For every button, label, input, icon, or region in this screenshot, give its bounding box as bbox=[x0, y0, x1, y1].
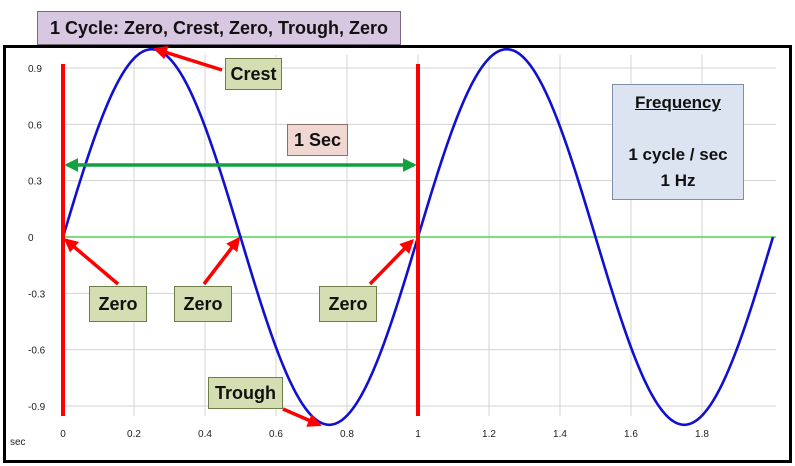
cycle-boundary-lines bbox=[61, 64, 420, 416]
y-tick-label-3: 0 bbox=[28, 233, 34, 244]
frequency-cycles-per-sec: 1 cycle / sec bbox=[628, 145, 728, 164]
trough-arrow bbox=[282, 407, 322, 427]
x-tick-label-5: 1 bbox=[415, 429, 421, 440]
y-tick-label-0: 0.9 bbox=[28, 64, 42, 75]
x-axis-label: sec bbox=[10, 437, 26, 448]
y-tick-label-5: -0.6 bbox=[28, 346, 46, 357]
y-axis-ticks: 0.9 0.6 0.3 0 -0.3 -0.6 -0.9 bbox=[28, 64, 46, 413]
x-tick-label-3: 0.6 bbox=[269, 429, 283, 440]
x-tick-label-0: 0 bbox=[60, 429, 66, 440]
frequency-title: Frequency bbox=[635, 93, 721, 112]
zero-label-3: Zero bbox=[319, 286, 377, 322]
y-tick-label-1: 0.6 bbox=[28, 120, 42, 131]
x-tick-label-2: 0.4 bbox=[198, 429, 212, 440]
x-tick-label-4: 0.8 bbox=[340, 429, 354, 440]
y-tick-label-4: -0.3 bbox=[28, 289, 46, 300]
zero-label-2: Zero bbox=[174, 286, 232, 322]
annotation-arrows bbox=[63, 45, 417, 427]
y-tick-label-2: 0.3 bbox=[28, 177, 42, 188]
crest-label: Crest bbox=[225, 58, 282, 90]
frequency-hz: 1 Hz bbox=[660, 171, 696, 190]
x-tick-label-6: 1.2 bbox=[482, 429, 496, 440]
x-tick-label-9: 1.8 bbox=[695, 429, 709, 440]
crest-arrow bbox=[153, 45, 223, 72]
chart-title: 1 Cycle: Zero, Crest, Zero, Trough, Zero bbox=[37, 11, 401, 45]
y-tick-label-6: -0.9 bbox=[28, 402, 46, 413]
zero-arrow-1 bbox=[63, 238, 120, 286]
zero-arrow-2 bbox=[202, 236, 241, 286]
x-tick-label-8: 1.6 bbox=[624, 429, 638, 440]
x-tick-label-7: 1.4 bbox=[553, 429, 567, 440]
zero-arrow-3 bbox=[368, 238, 414, 286]
x-axis-ticks: 0 0.2 0.4 0.6 0.8 1 1.2 1.4 1.6 1.8 bbox=[60, 429, 709, 440]
zero-label-1: Zero bbox=[89, 286, 147, 322]
one-sec-label: 1 Sec bbox=[287, 124, 348, 156]
trough-label: Trough bbox=[208, 377, 283, 409]
frequency-box: Frequency 1 cycle / sec 1 Hz bbox=[612, 84, 744, 200]
x-tick-label-1: 0.2 bbox=[127, 429, 141, 440]
